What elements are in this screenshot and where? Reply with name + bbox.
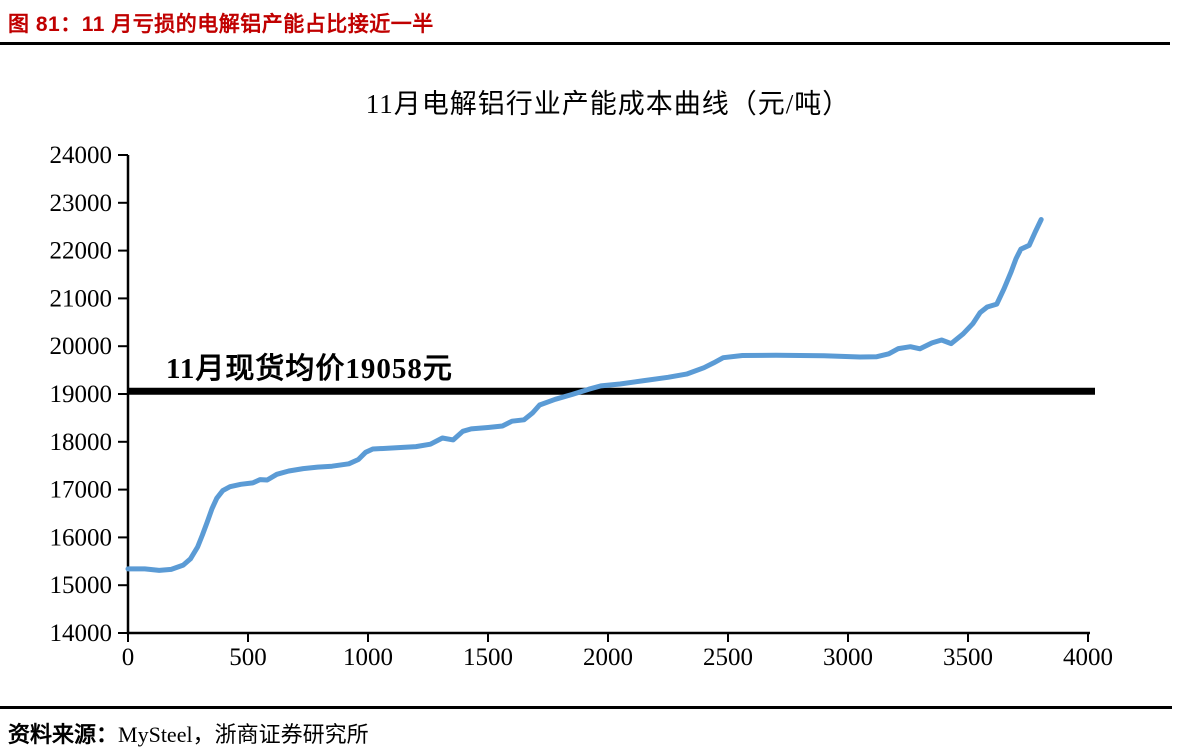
y-axis-tick-label: 21000 [50, 285, 113, 312]
source-label: 资料来源： [8, 722, 119, 747]
x-axis-tick-label: 4000 [1063, 644, 1113, 671]
figure-header-title: 图 81：11 月亏损的电解铝产能占比接近一半 [8, 13, 434, 36]
x-axis-tick-label: 3000 [823, 644, 873, 671]
y-axis-tick-label: 16000 [50, 524, 113, 551]
cost-curve-series [125, 217, 1044, 573]
source-line: 资料来源：MySteel，浙商证券研究所 [8, 717, 369, 749]
y-axis-tick-label: 20000 [50, 333, 113, 360]
x-axis-tick-label: 2000 [583, 644, 633, 671]
x-axis-tick-label: 2500 [703, 644, 753, 671]
y-axis-tick-label: 24000 [50, 142, 113, 169]
header-divider [0, 42, 1170, 45]
source-text: MySteel，浙商证券研究所 [118, 722, 369, 747]
y-axis-tick-label: 23000 [50, 190, 113, 217]
y-axis-tick-label: 17000 [50, 477, 113, 504]
y-axis-tick-label: 15000 [50, 572, 113, 599]
y-axis-tick-label: 14000 [50, 620, 113, 647]
x-axis-tick-label: 500 [229, 644, 267, 671]
x-axis-tick-label: 0 [122, 644, 135, 671]
chart-axes [126, 155, 1090, 635]
spot-price-annotation: 11月现货均价19058元 [166, 351, 453, 385]
x-axis-tick-label: 3500 [943, 644, 993, 671]
y-axis-tick-label: 19000 [50, 381, 113, 408]
x-axis-tick-label: 1500 [463, 644, 513, 671]
chart-title: 11月电解铝行业产能成本曲线（元/吨） [365, 89, 851, 119]
y-axis-tick-label: 18000 [50, 429, 113, 456]
source-divider [0, 706, 1172, 709]
y-axis-tick-label: 22000 [50, 238, 113, 265]
x-axis-tick-label: 1000 [343, 644, 393, 671]
